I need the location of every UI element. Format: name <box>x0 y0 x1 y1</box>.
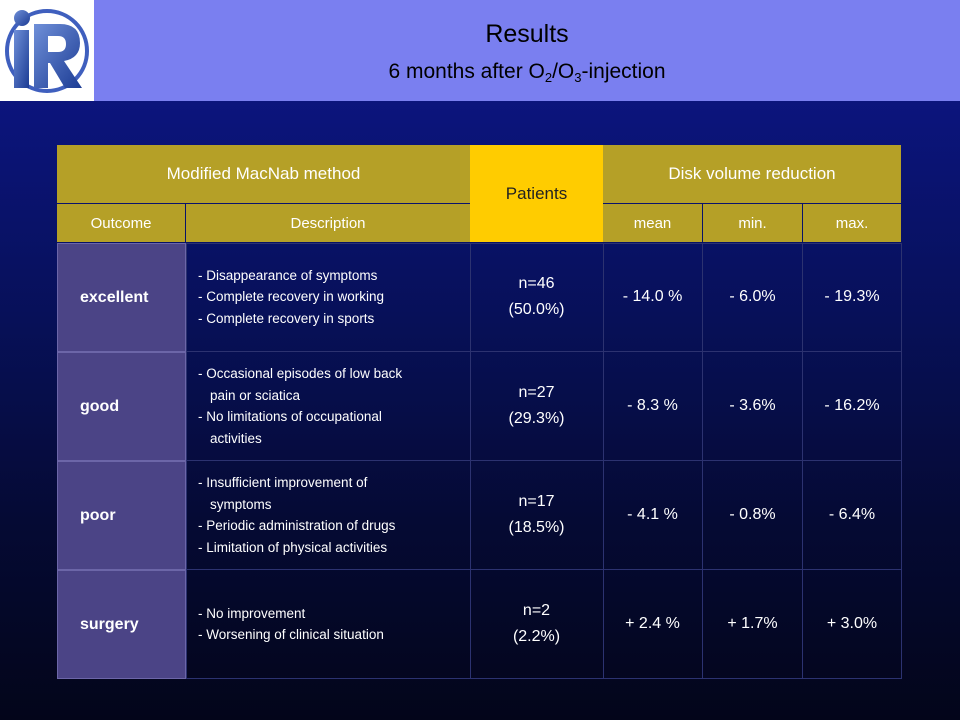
row-divider <box>186 678 901 679</box>
description-cell: - Disappearance of symptoms - Complete re… <box>198 243 470 351</box>
mean-value: - 14.0 % <box>622 288 683 305</box>
row-divider <box>186 351 901 352</box>
mean-value: - 8.3 % <box>627 397 678 414</box>
description-item: - No improvement <box>198 605 306 621</box>
header-bar: Results 6 months after O2/O3-injection <box>0 0 960 101</box>
row-divider <box>186 243 901 244</box>
description-item: - Limitation of physical activities <box>198 539 388 555</box>
description-item: - Insufficient improvement of <box>198 475 368 490</box>
header-disk-volume-reduction: Disk volume reduction <box>603 145 901 203</box>
min-value: + 1.7% <box>727 615 778 632</box>
max-value: - 19.3% <box>824 288 880 305</box>
header-macnab-method: Modified MacNab method <box>57 145 470 203</box>
subheader-mean: mean <box>603 204 702 242</box>
patients-percent: (18.5%) <box>508 519 565 536</box>
subheader-max: max. <box>803 204 901 242</box>
description-item: - Complete recovery in working <box>198 289 385 305</box>
patients-count: n=2 <box>522 602 551 619</box>
patients-cell: n=46 (50.0%) <box>470 243 603 351</box>
max-value: + 3.0% <box>826 615 878 632</box>
min-value: - 3.6% <box>729 397 776 414</box>
mean-value: - 4.1 % <box>627 506 678 523</box>
mean-value: + 2.4 % <box>625 615 680 632</box>
patients-cell: n=27 (29.3%) <box>470 352 603 460</box>
subheader-description: Description <box>186 204 470 242</box>
column-divider <box>603 243 604 679</box>
page-subtitle: 6 months after O2/O3-injection <box>388 60 666 85</box>
row-divider <box>186 460 901 461</box>
min-value: - 6.0% <box>729 288 776 305</box>
description-item: - Worsening of clinical situation <box>198 627 384 642</box>
patients-percent: (2.2%) <box>512 628 561 645</box>
description-item-continued: symptoms <box>210 496 272 512</box>
row-divider <box>186 569 901 570</box>
max-value: - 16.2% <box>824 397 880 414</box>
description-item: - No limitations of occupational <box>198 409 382 424</box>
page-title: Results <box>485 20 569 48</box>
description-cell: - Insufficient improvement of symptoms - P… <box>198 461 470 569</box>
logo <box>0 0 94 101</box>
column-divider <box>901 243 902 679</box>
patients-cell: n=2 (2.2%) <box>470 570 603 678</box>
subheader-outcome: Outcome <box>57 204 185 242</box>
description-item-continued: activities <box>210 430 262 446</box>
patients-percent: (29.3%) <box>508 410 565 427</box>
column-divider <box>802 243 803 679</box>
min-value: - 0.8% <box>729 506 776 523</box>
patients-percent: (50.0%) <box>508 301 565 318</box>
description-item: - Complete recovery in sports <box>198 310 375 326</box>
header-patients: Patients <box>470 145 603 242</box>
column-divider <box>702 243 703 679</box>
column-divider <box>470 243 471 679</box>
description-item: - Periodic administration of drugs <box>198 518 396 533</box>
description-cell: - No improvement - Worsening of clinical … <box>198 570 470 678</box>
description-item-continued: pain or sciatica <box>210 387 301 403</box>
description-cell: - Occasional episodes of low back pain or… <box>198 352 470 460</box>
outcome-surgery: surgery <box>57 570 186 679</box>
outcome-poor: poor <box>57 461 186 570</box>
patients-count: n=46 <box>518 275 555 292</box>
subheader-min: min. <box>703 204 802 242</box>
column-divider <box>186 243 187 679</box>
description-item: - Occasional episodes of low back <box>198 366 403 381</box>
max-value: - 6.4% <box>828 506 876 523</box>
outcome-excellent: excellent <box>57 243 186 352</box>
patients-cell: n=17 (18.5%) <box>470 461 603 569</box>
patients-count: n=27 <box>518 384 555 401</box>
outcome-good: good <box>57 352 186 461</box>
ir-logo-icon <box>5 9 89 93</box>
patients-count: n=17 <box>518 493 555 510</box>
description-item: - Disappearance of symptoms <box>198 267 378 283</box>
